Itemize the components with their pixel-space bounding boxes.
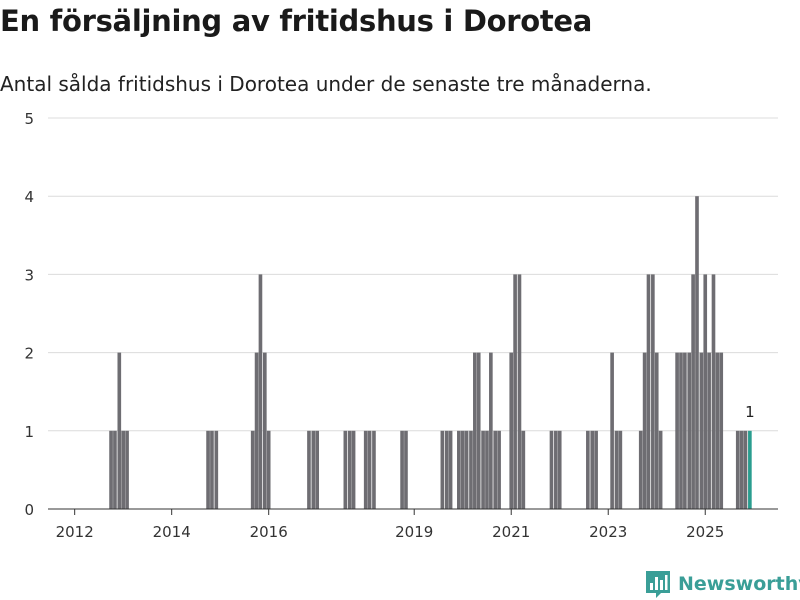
bar-24 — [440, 430, 445, 509]
bar-43 — [554, 430, 558, 509]
bar-60 — [687, 352, 692, 509]
bar-28 — [460, 430, 465, 509]
bar-25 — [444, 430, 449, 509]
x-tick-label: 2014 — [153, 523, 191, 541]
y-tick-label: 2 — [24, 345, 34, 363]
bar-37 — [497, 430, 501, 509]
bar-3 — [121, 430, 126, 509]
bar-12 — [266, 430, 271, 509]
bar-33 — [481, 430, 485, 509]
annotations: 1 — [745, 403, 755, 421]
chart-subtitle: Antal sålda fritidshus i Dorotea under d… — [0, 72, 652, 96]
bar-64 — [703, 274, 708, 509]
bar-46 — [590, 430, 595, 509]
bar-45 — [586, 430, 590, 509]
bar-31 — [473, 352, 477, 509]
bar-14 — [311, 430, 316, 509]
newsworthy-logo-icon — [646, 571, 670, 598]
bar-67 — [715, 352, 720, 509]
bar-9 — [254, 352, 259, 509]
bar-19 — [363, 430, 368, 509]
y-tick-label: 3 — [24, 266, 34, 284]
y-tick-label: 4 — [24, 188, 34, 206]
bar-21 — [372, 430, 376, 509]
bar-13 — [307, 430, 311, 509]
bar-10 — [258, 274, 263, 509]
bar-35 — [489, 352, 493, 509]
bar-57 — [675, 352, 679, 509]
bar-0 — [109, 430, 113, 509]
bar-66 — [711, 274, 716, 509]
bar-36 — [493, 430, 498, 509]
bar-72 — [748, 430, 752, 509]
bar-32 — [476, 352, 481, 509]
bar-7 — [214, 430, 219, 509]
y-tick-label: 5 — [24, 110, 34, 128]
bars — [109, 196, 752, 509]
bar-69 — [735, 430, 740, 509]
bar-38 — [509, 352, 514, 509]
bar-41 — [521, 430, 526, 509]
bar-27 — [457, 430, 461, 509]
bar-26 — [448, 430, 453, 509]
bar-40 — [517, 274, 522, 509]
x-tick-label: 2025 — [686, 523, 724, 541]
bar-29 — [464, 430, 469, 509]
bar-34 — [485, 430, 489, 509]
bar-71 — [743, 430, 748, 509]
x-tick-label: 2016 — [250, 523, 288, 541]
bar-16 — [343, 430, 348, 509]
bar-52 — [642, 352, 647, 509]
bar-47 — [594, 430, 598, 509]
newsworthy-brand[interactable]: Newsworthy — [644, 569, 800, 599]
bar-65 — [707, 352, 711, 509]
bar-6 — [210, 430, 214, 509]
brand-name: Newsworthy — [678, 573, 800, 595]
bar-23 — [404, 430, 408, 509]
data-label: 1 — [745, 403, 755, 421]
bar-30 — [469, 430, 473, 509]
bar-15 — [315, 430, 320, 509]
y-axis-labels: 0 1 2 3 4 5 — [24, 110, 34, 519]
bar-51 — [638, 430, 643, 509]
bar-49 — [614, 430, 619, 509]
bar-53 — [646, 274, 651, 509]
bar-1 — [113, 430, 117, 509]
x-tick-label: 2012 — [56, 523, 94, 541]
x-tick-label: 2023 — [589, 523, 627, 541]
bar-8 — [250, 430, 255, 509]
y-tick-label: 1 — [24, 423, 34, 441]
grid-lines — [48, 117, 778, 432]
bar-4 — [125, 430, 129, 509]
bar-39 — [513, 274, 517, 509]
bar-44 — [557, 430, 562, 509]
bar-42 — [549, 430, 554, 509]
bar-2 — [117, 352, 122, 509]
x-axis: 2012 2014 2016 2019 2021 2023 2025 — [48, 508, 778, 541]
bar-5 — [206, 430, 210, 509]
bar-11 — [262, 352, 267, 509]
bar-59 — [683, 352, 687, 509]
bar-62 — [695, 196, 699, 509]
bar-50 — [618, 430, 623, 509]
x-tick-label: 2019 — [395, 523, 433, 541]
bar-55 — [654, 352, 659, 509]
chart-title: En försäljning av fritidshus i Dorotea — [0, 4, 593, 38]
bar-20 — [367, 430, 372, 509]
bar-70 — [739, 430, 744, 509]
bar-61 — [691, 274, 695, 509]
bar-22 — [400, 430, 404, 509]
bar-48 — [610, 352, 614, 509]
bar-54 — [651, 274, 655, 509]
y-tick-label: 0 — [24, 501, 34, 519]
bar-18 — [351, 430, 356, 509]
bar-56 — [658, 430, 663, 509]
bar-17 — [347, 430, 352, 509]
bar-63 — [699, 352, 704, 509]
bar-58 — [679, 352, 683, 509]
bar-68 — [719, 352, 724, 509]
x-tick-label: 2021 — [492, 523, 530, 541]
